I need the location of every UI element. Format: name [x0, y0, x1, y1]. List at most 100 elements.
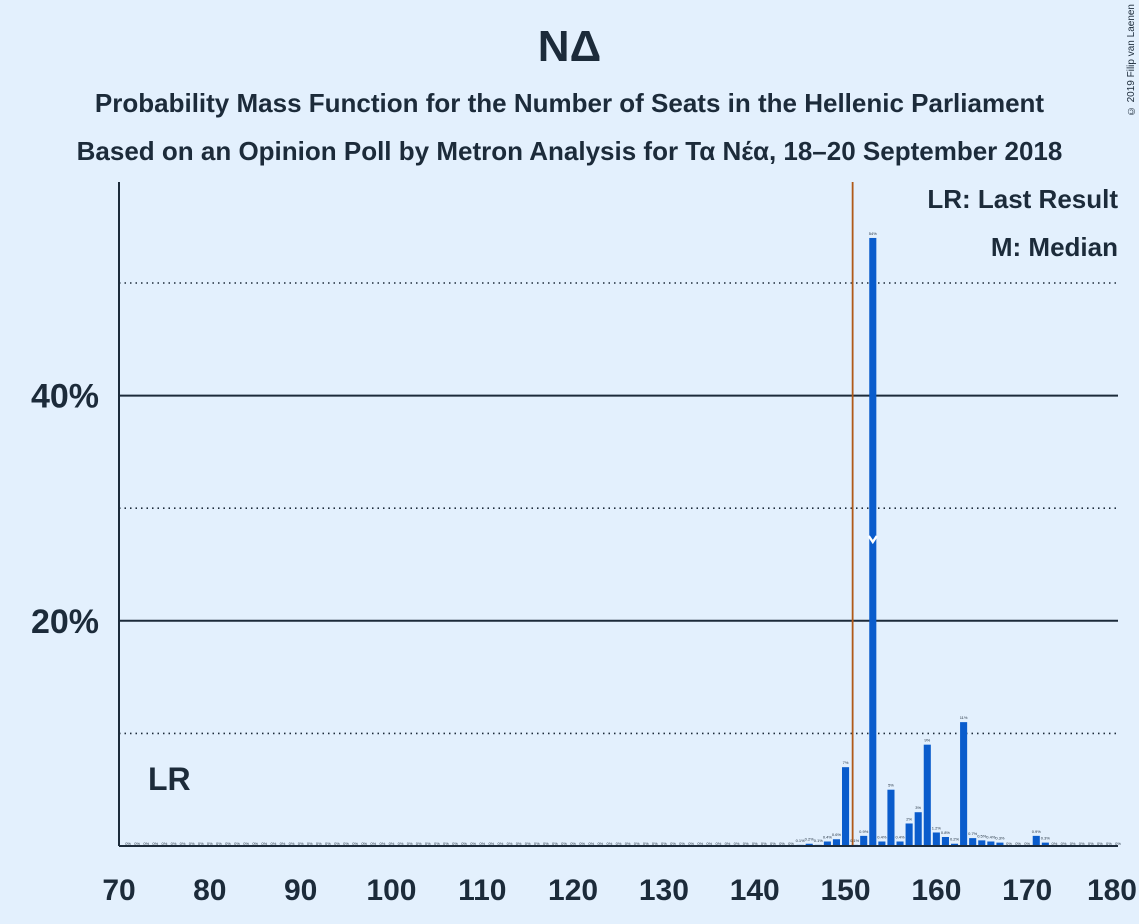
bar-label-zero: 0%: [1024, 841, 1030, 846]
bar-label-zero: 0%: [162, 841, 168, 846]
y-tick-label-20: 20%: [31, 603, 99, 641]
bar-label-zero: 0%: [443, 841, 449, 846]
bar-label-150: 7%: [843, 760, 849, 765]
chart-subtitle-1: Probability Mass Function for the Number…: [94, 88, 1045, 118]
bar-164: [969, 838, 977, 846]
bar-label-zero: 0%: [1088, 841, 1094, 846]
chart-title: ΝΔ: [537, 22, 602, 71]
bar-158: [914, 812, 922, 846]
bar-label-zero: 0%: [171, 841, 177, 846]
bar-label-147: 0.1%: [814, 838, 824, 843]
bar-label-zero: 0%: [643, 841, 649, 846]
bar-label-zero: 0%: [379, 841, 385, 846]
bar-165: [978, 840, 986, 846]
bar-label-zero: 0%: [770, 841, 776, 846]
bar-label-zero: 0%: [725, 841, 731, 846]
x-tick-label-180: 180: [1087, 874, 1137, 907]
bar-label-zero: 0%: [534, 841, 540, 846]
bar-163: [960, 722, 968, 846]
bar-label-152: 0.9%: [859, 829, 869, 834]
bar-label-zero: 0%: [661, 841, 667, 846]
bar-label-156: 0.4%: [895, 834, 905, 839]
bar-label-zero: 0%: [516, 841, 522, 846]
bar-label-146: 0.2%: [805, 837, 815, 842]
bar-label-zero: 0%: [488, 841, 494, 846]
bar-label-zero: 0%: [261, 841, 267, 846]
bar-167: [996, 842, 1004, 846]
x-tick-label-150: 150: [821, 874, 871, 907]
bars: [796, 237, 1049, 846]
bar-label-zero: 0%: [361, 841, 367, 846]
last-result-label: LR: [148, 761, 191, 797]
bar-label-zero: 0%: [670, 841, 676, 846]
bar-label-zero: 0%: [652, 841, 658, 846]
x-tick-label-140: 140: [730, 874, 780, 907]
x-tick-label-130: 130: [639, 874, 689, 907]
bar-label-zero: 0%: [1052, 841, 1058, 846]
bar-label-zero: 0%: [1106, 841, 1112, 846]
bar-149: [832, 839, 841, 846]
bar-label-166: 0.4%: [986, 834, 996, 839]
bar-label-153: 54%: [869, 231, 877, 236]
bar-label-zero: 0%: [180, 841, 186, 846]
bar-label-zero: 0%: [779, 841, 785, 846]
bar-161: [941, 836, 949, 846]
x-tick-label-70: 70: [102, 874, 135, 907]
x-tick-label-90: 90: [284, 874, 317, 907]
x-tick-label-170: 170: [1002, 874, 1052, 907]
bar-label-zero: 0%: [734, 841, 740, 846]
bar-label-zero: 0%: [325, 841, 331, 846]
bar-157: [905, 823, 913, 846]
bar-label-zero: 0%: [425, 841, 431, 846]
bar-label-zero: 0%: [207, 841, 213, 846]
bar-label-zero: 0%: [434, 841, 440, 846]
labels: 20%40%0% 0% 0% 0% 0% 0% 0% 0% 0% 0% 0% 0% 0% 0% 0% 0% 0%…: [31, 231, 1137, 907]
bar-label-151: 0.1%: [850, 838, 860, 843]
bar-label-zero: 0%: [706, 841, 712, 846]
x-tick-label-110: 110: [458, 874, 506, 907]
bar-label-zero: 0%: [234, 841, 240, 846]
bar-label-zero: 0%: [1097, 841, 1103, 846]
bar-label-zero: 0%: [752, 841, 758, 846]
bar-label-zero: 0%: [352, 841, 358, 846]
bar-label-159: 9%: [924, 738, 930, 743]
bar-label-zero: 0%: [561, 841, 567, 846]
bar-label-zero: 0%: [634, 841, 640, 846]
bar-label-zero: 0%: [198, 841, 204, 846]
bar-label-zero: 0%: [1079, 841, 1085, 846]
bar-label-zero: 0%: [152, 841, 158, 846]
gridlines: [119, 282, 1118, 735]
bar-150: [842, 767, 850, 846]
bar-label-zero: 0%: [625, 841, 631, 846]
bar-label-zero: 0%: [743, 841, 749, 846]
bar-172: [1041, 842, 1049, 846]
bar-152: [860, 835, 868, 846]
x-tick-label-100: 100: [366, 874, 416, 907]
bar-label-158: 3%: [915, 805, 921, 810]
bar-label-zero: 0%: [688, 841, 694, 846]
bar-label-zero: 0%: [289, 841, 295, 846]
bar-label-zero: 0%: [507, 841, 513, 846]
bar-160: [932, 832, 940, 846]
median-marker: [867, 535, 878, 545]
bar-label-zero: 0%: [616, 841, 622, 846]
bar-146: [805, 843, 813, 846]
bar-label-164: 0.7%: [968, 831, 978, 836]
bar-label-zero: 0%: [370, 841, 376, 846]
bar-label-zero: 0%: [398, 841, 404, 846]
bar-label-zero: 0%: [452, 841, 458, 846]
bar-label-zero: 0%: [271, 841, 277, 846]
bar-label-zero: 0%: [143, 841, 149, 846]
legend-median: M: Median: [990, 232, 1118, 262]
bar-label-172: 0.3%: [1041, 836, 1051, 841]
bar-label-zero: 0%: [679, 841, 685, 846]
bar-label-zero: 0%: [225, 841, 231, 846]
bar-label-zero: 0%: [334, 841, 340, 846]
bar-label-165: 0.5%: [977, 833, 987, 838]
y-tick-label-40: 40%: [31, 378, 99, 416]
legend-last-result: LR: Last Result: [927, 184, 1118, 214]
bar-label-zero: 0%: [498, 841, 504, 846]
bar-label-zero: 0%: [243, 841, 249, 846]
bar-label-zero: 0%: [1070, 841, 1076, 846]
